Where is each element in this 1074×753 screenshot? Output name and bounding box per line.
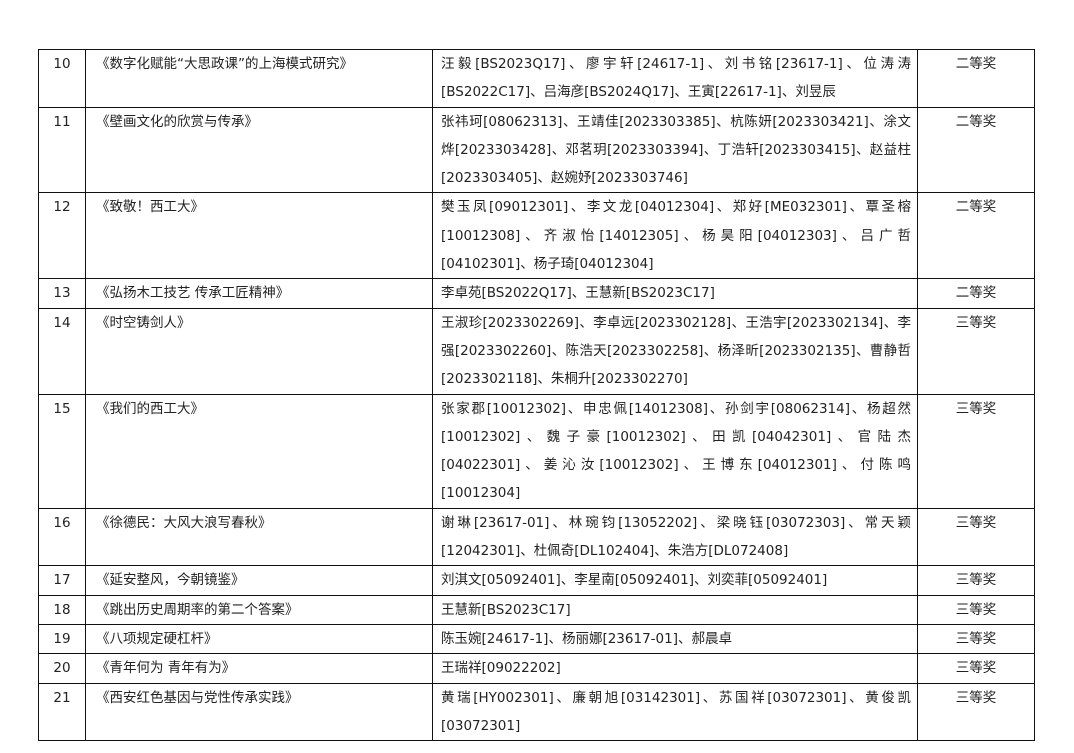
row-number: 21 [38,682,86,742]
table-row: 11 《壁画文化的欣赏与传承》 张祎珂[08062313]、王靖佳[20233033… [38,106,1035,194]
work-title: 《致敬！西工大》 [85,192,433,280]
award-level: 三等奖 [917,623,1035,655]
award-level: 三等奖 [917,393,1035,509]
authors: 谢琳[23617-01]、林琬钧[13052202]、梁晓钰[03072303]… [432,507,918,567]
work-title: 《西安红色基因与党性传承实践》 [85,682,433,742]
table-row: 21 《西安红色基因与党性传承实践》 黄瑞[HY002301]、廉朝旭[031423… [38,682,1035,742]
authors: 刘淇文[05092401]、李星南[05092401]、刘奕菲[05092401… [432,565,918,596]
row-number: 14 [38,307,86,395]
work-title: 《徐德民：大风大浪写春秋》 [85,507,433,567]
work-title: 《弘扬木工技艺 传承工匠精神》 [85,278,433,309]
authors: 张祎珂[08062313]、王靖佳[2023303385]、杭陈妍[202330… [432,106,918,194]
row-number: 12 [38,192,86,280]
work-title: 《壁画文化的欣赏与传承》 [85,106,433,194]
award-level: 二等奖 [917,278,1035,309]
row-number: 18 [38,594,86,625]
row-number: 11 [38,106,86,194]
award-level: 三等奖 [917,507,1035,567]
row-number: 19 [38,623,86,655]
table-row: 20 《青年何为 青年有为》 王瑞祥[09022202] 三等奖 [38,653,1035,684]
authors: 陈玉婉[24617-1]、杨丽娜[23617-01]、郝晨卓 [432,623,918,655]
row-number: 10 [38,49,86,108]
row-number: 20 [38,653,86,684]
table-row: 17 《延安整风，今朝镜鉴》 刘淇文[05092401]、李星南[05092401]… [38,565,1035,596]
table-row: 12 《致敬！西工大》 樊玉凤[09012301]、李文龙[04012304]、郑好… [38,192,1035,280]
work-title: 《八项规定硬杠杆》 [85,623,433,655]
row-number: 16 [38,507,86,567]
awards-table-body: 10 《数字化赋能“大思政课”的上海模式研究》 汪毅[BS2023Q17]、廖宇轩[… [38,49,1035,742]
table-row: 15 《我们的西工大》 张家郡[10012302]、申忠佩[14012308]、孙剑… [38,393,1035,509]
authors: 李卓苑[BS2022Q17]、王慧新[BS2023C17] [432,278,918,309]
work-title: 《我们的西工大》 [85,393,433,509]
table-row: 18 《跳出历史周期率的第二个答案》 王慧新[BS2023C17] 三等奖 [38,594,1035,625]
row-number: 17 [38,565,86,596]
award-level: 三等奖 [917,594,1035,625]
table-row: 13 《弘扬木工技艺 传承工匠精神》 李卓苑[BS2022Q17]、王慧新[BS20… [38,278,1035,309]
authors: 王淑珍[2023302269]、李卓远[2023302128]、王浩宇[2023… [432,307,918,395]
award-level: 二等奖 [917,49,1035,108]
authors: 王慧新[BS2023C17] [432,594,918,625]
award-level: 三等奖 [917,565,1035,596]
row-number: 15 [38,393,86,509]
table-row: 10 《数字化赋能“大思政课”的上海模式研究》 汪毅[BS2023Q17]、廖宇轩[… [38,49,1035,108]
row-number: 13 [38,278,86,309]
authors: 王瑞祥[09022202] [432,653,918,684]
authors: 汪毅[BS2023Q17]、廖宇轩[24617-1]、刘书铭[23617-1]、… [432,49,918,108]
award-level: 二等奖 [917,106,1035,194]
table-row: 16 《徐德民：大风大浪写春秋》 谢琳[23617-01]、林琬钧[13052202… [38,507,1035,567]
work-title: 《延安整风，今朝镜鉴》 [85,565,433,596]
work-title: 《跳出历史周期率的第二个答案》 [85,594,433,625]
award-level: 三等奖 [917,307,1035,395]
work-title: 《时空铸剑人》 [85,307,433,395]
work-title: 《数字化赋能“大思政课”的上海模式研究》 [85,49,433,108]
table-row: 14 《时空铸剑人》 王淑珍[2023302269]、李卓远[2023302128]… [38,307,1035,395]
authors: 樊玉凤[09012301]、李文龙[04012304]、郑好[ME032301]… [432,192,918,280]
authors: 张家郡[10012302]、申忠佩[14012308]、孙剑宇[08062314… [432,393,918,509]
award-level: 二等奖 [917,192,1035,280]
award-level: 三等奖 [917,682,1035,742]
awards-table: 10 《数字化赋能“大思政课”的上海模式研究》 汪毅[BS2023Q17]、廖宇轩[… [38,49,1035,742]
work-title: 《青年何为 青年有为》 [85,653,433,684]
table-row: 19 《八项规定硬杠杆》 陈玉婉[24617-1]、杨丽娜[23617-01]、郝晨… [38,623,1035,655]
authors: 黄瑞[HY002301]、廉朝旭[03142301]、苏国祥[03072301]… [432,682,918,742]
award-level: 三等奖 [917,653,1035,684]
